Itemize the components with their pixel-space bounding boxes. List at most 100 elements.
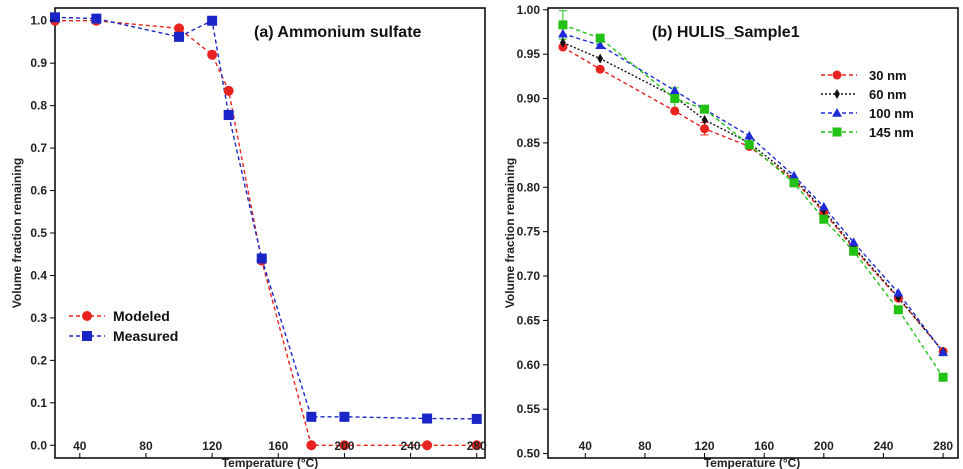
data-point-modeled — [339, 440, 350, 451]
y-tick-label: 0.50 — [517, 447, 541, 461]
y-tick-label: 0.1 — [30, 396, 47, 410]
series-line-60-nm — [562, 41, 944, 352]
y-tick-label: 0.3 — [30, 311, 47, 325]
legend-label: Modeled — [113, 308, 170, 324]
data-point-145-nm — [893, 305, 903, 315]
x-tick-label: 80 — [139, 439, 153, 453]
legend-marker — [82, 331, 92, 341]
legend-label: 100 nm — [869, 106, 914, 121]
data-point-measured — [223, 109, 234, 120]
data-point-30-nm — [595, 64, 605, 74]
panel-b-title: (b) HULIS_Sample1 — [652, 24, 800, 41]
legend-marker — [832, 127, 842, 137]
y-tick-label: 0.2 — [30, 353, 47, 367]
y-tick-label: 0.4 — [30, 268, 47, 282]
data-point-measured — [91, 13, 102, 24]
data-point-modeled — [471, 440, 482, 451]
y-tick-label: 1.00 — [517, 3, 541, 17]
data-point-100-nm — [848, 237, 859, 247]
legend-label: 60 nm — [869, 87, 907, 102]
legend-marker — [82, 311, 92, 321]
panel-b-y-ticks: 0.50 0.55 0.60 0.65 0.70 0.75 0.80 0.85 0.90 0.95… — [517, 3, 548, 461]
data-point-100-nm — [744, 130, 755, 140]
x-tick-label: 160 — [754, 439, 774, 453]
y-tick-label: 0.8 — [30, 99, 47, 113]
y-tick-label: 0.70 — [517, 269, 541, 283]
data-point-60-nm — [560, 37, 566, 48]
panel-a-x-ticks: 40 80 120 160 200 240 280 — [73, 439, 487, 458]
y-tick-label: 1.0 — [30, 14, 47, 28]
panel-a-series-markers — [50, 12, 482, 451]
data-point-measured — [339, 411, 350, 422]
panel-a: 40 80 120 160 200 240 280 0.00.10.20.30.40.50.… — [10, 7, 487, 469]
data-point-145-nm — [849, 246, 859, 256]
legend-marker — [832, 108, 842, 117]
x-tick-label: 120 — [695, 439, 715, 453]
panel-a-series-lines — [54, 16, 477, 446]
data-point-100-nm — [557, 28, 568, 38]
data-point-100-nm — [595, 40, 606, 49]
data-point-145-nm — [938, 372, 948, 382]
data-point-60-nm — [701, 114, 708, 125]
data-point-100-nm — [938, 347, 949, 357]
y-tick-label: 0.0 — [30, 438, 47, 452]
data-point-145-nm — [700, 104, 710, 114]
y-tick-label: 0.65 — [517, 313, 541, 327]
data-point-modeled — [174, 23, 185, 34]
panel-b-legend: 30 nm 60 nm 100 nm 145 nm — [821, 68, 914, 140]
panel-b-series-markers — [557, 20, 949, 382]
panel-a-y-axis-title: Volume fraction remaining — [10, 158, 24, 308]
data-point-modeled — [223, 85, 234, 96]
data-point-measured — [256, 253, 267, 264]
data-point-100-nm — [893, 287, 904, 297]
series-line-measured — [54, 16, 477, 420]
data-point-modeled — [306, 440, 317, 451]
y-tick-label: 0.5 — [30, 226, 47, 240]
series-line-modeled — [55, 20, 477, 446]
panel-b-frame — [547, 7, 959, 459]
data-point-145-nm — [744, 140, 754, 150]
data-point-modeled — [422, 440, 433, 451]
data-point-145-nm — [670, 94, 680, 104]
x-tick-label: 200 — [334, 439, 354, 453]
data-point-30-nm — [700, 124, 710, 134]
data-point-modeled — [207, 49, 218, 60]
panel-a-frame — [54, 7, 486, 459]
data-point-measured — [50, 12, 60, 23]
panel-b-x-ticks: 40 80 120 160 200 240 280 — [579, 439, 953, 458]
y-tick-label: 0.6 — [30, 184, 47, 198]
x-tick-label: 280 — [933, 439, 953, 453]
x-tick-label: 80 — [638, 439, 652, 453]
x-tick-label: 240 — [873, 439, 893, 453]
legend-marker — [834, 89, 840, 99]
panel-b-y-axis-title: Volume fraction remaining — [503, 158, 517, 308]
series-line-145-nm — [562, 24, 944, 378]
data-point-145-nm — [558, 20, 568, 30]
legend-label: Measured — [113, 328, 178, 344]
y-tick-label: 0.95 — [517, 47, 541, 61]
y-tick-label: 0.55 — [517, 402, 541, 416]
legend-marker — [832, 70, 842, 80]
legend-label: 145 nm — [869, 125, 914, 140]
data-point-145-nm — [595, 33, 605, 43]
data-point-145-nm — [819, 214, 829, 224]
x-tick-label: 280 — [467, 439, 487, 453]
x-tick-label: 240 — [401, 439, 421, 453]
panel-b-series-lines — [562, 24, 944, 378]
panel-b: 40 80 120 160 200 240 280 0.50 0.55 0.60 0.65 0.70… — [503, 3, 959, 469]
y-tick-label: 0.9 — [30, 56, 47, 70]
legend-label: 30 nm — [869, 68, 907, 83]
data-point-measured — [174, 31, 185, 42]
x-tick-label: 160 — [268, 439, 288, 453]
data-point-measured — [207, 15, 218, 26]
data-point-30-nm — [670, 106, 680, 116]
y-tick-label: 0.75 — [517, 225, 541, 239]
y-tick-label: 0.80 — [517, 180, 541, 194]
panel-b-x-axis-title: Temperature (°C) — [704, 456, 801, 469]
x-tick-label: 40 — [73, 439, 87, 453]
data-point-145-nm — [789, 178, 799, 188]
panel-a-y-ticks: 0.0 0.1 0.2 0.3 0.4 0.5 0.6 0.7 0.8 0.9 1.0 — [30, 14, 55, 452]
data-point-measured — [306, 411, 317, 422]
x-tick-label: 40 — [579, 439, 593, 453]
